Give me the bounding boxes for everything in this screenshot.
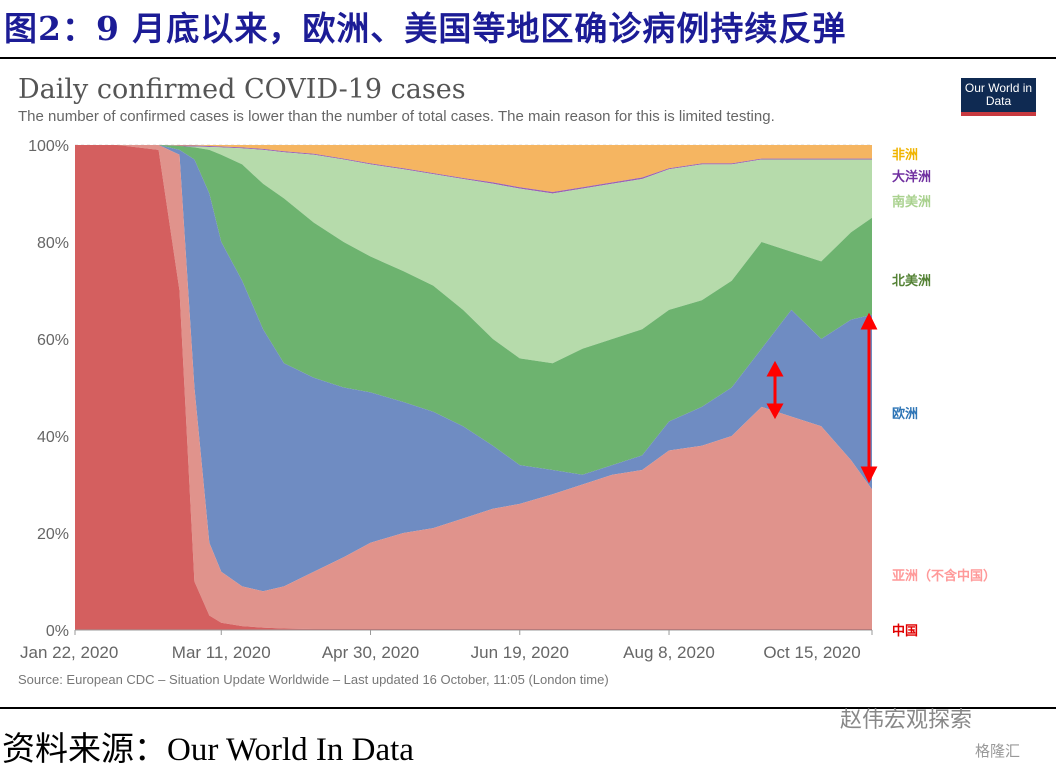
legend-label: 欧洲 xyxy=(892,407,919,422)
y-tick-label: 40% xyxy=(37,429,69,446)
x-tick-label: Apr 30, 2020 xyxy=(322,643,419,662)
watermark: 赵伟宏观探索 xyxy=(840,708,973,733)
area-band-5 xyxy=(75,145,872,630)
x-tick-label: Jan 22, 2020 xyxy=(20,643,118,662)
area-band-0 xyxy=(75,145,872,193)
legend-label: 大洋洲 xyxy=(892,170,932,185)
annotation-arrows xyxy=(766,312,878,484)
watermark-secondary: 格隆汇 xyxy=(975,742,1021,760)
legend-label: 非洲 xyxy=(892,148,919,163)
y-tick-label: 20% xyxy=(37,526,69,543)
bottom-divider xyxy=(0,707,1056,709)
source-note: Source: European CDC – Situation Update … xyxy=(18,672,609,687)
y-tick-label: 60% xyxy=(37,332,69,349)
area-band-6 xyxy=(75,145,872,630)
figure-heading: 图2：9 月底以来，欧洲、美国等地区确诊病例持续反弹 xyxy=(4,9,847,48)
legend-label: 中国 xyxy=(892,624,919,639)
axes: 0% 20% 40% 60% 80% 100% Jan 22, 2020 Mar 11, 20… xyxy=(20,138,873,662)
y-tick-label: 80% xyxy=(37,235,69,252)
area-band-3 xyxy=(75,145,872,475)
x-tick-label: Mar 11, 2020 xyxy=(172,643,271,662)
area-band-2 xyxy=(75,145,872,364)
y-tick-label: 100% xyxy=(28,138,69,155)
stacked-area-chart: 0% 20% 40% 60% 80% 100% Jan 22, 2020 Mar 11, 20… xyxy=(20,138,878,662)
chart-title: Daily confirmed COVID-19 cases xyxy=(18,74,466,105)
x-tick-label: Oct 15, 2020 xyxy=(763,643,860,662)
area-band-4 xyxy=(75,145,872,592)
legend-label: 亚洲（不含中国） xyxy=(892,569,997,584)
top-divider xyxy=(0,57,1056,59)
x-tick-label: Aug 8, 2020 xyxy=(623,643,715,662)
data-credit: 资料来源：Our World In Data xyxy=(2,732,414,768)
legend-label: 北美洲 xyxy=(892,274,932,289)
owid-logo: Our World in Data xyxy=(961,78,1036,116)
y-tick-label: 0% xyxy=(46,623,69,640)
legend-label: 南美洲 xyxy=(892,195,932,210)
chart-subtitle: The number of confirmed cases is lower t… xyxy=(18,108,775,125)
x-tick-label: Jun 19, 2020 xyxy=(471,643,569,662)
area-bands xyxy=(75,145,872,630)
